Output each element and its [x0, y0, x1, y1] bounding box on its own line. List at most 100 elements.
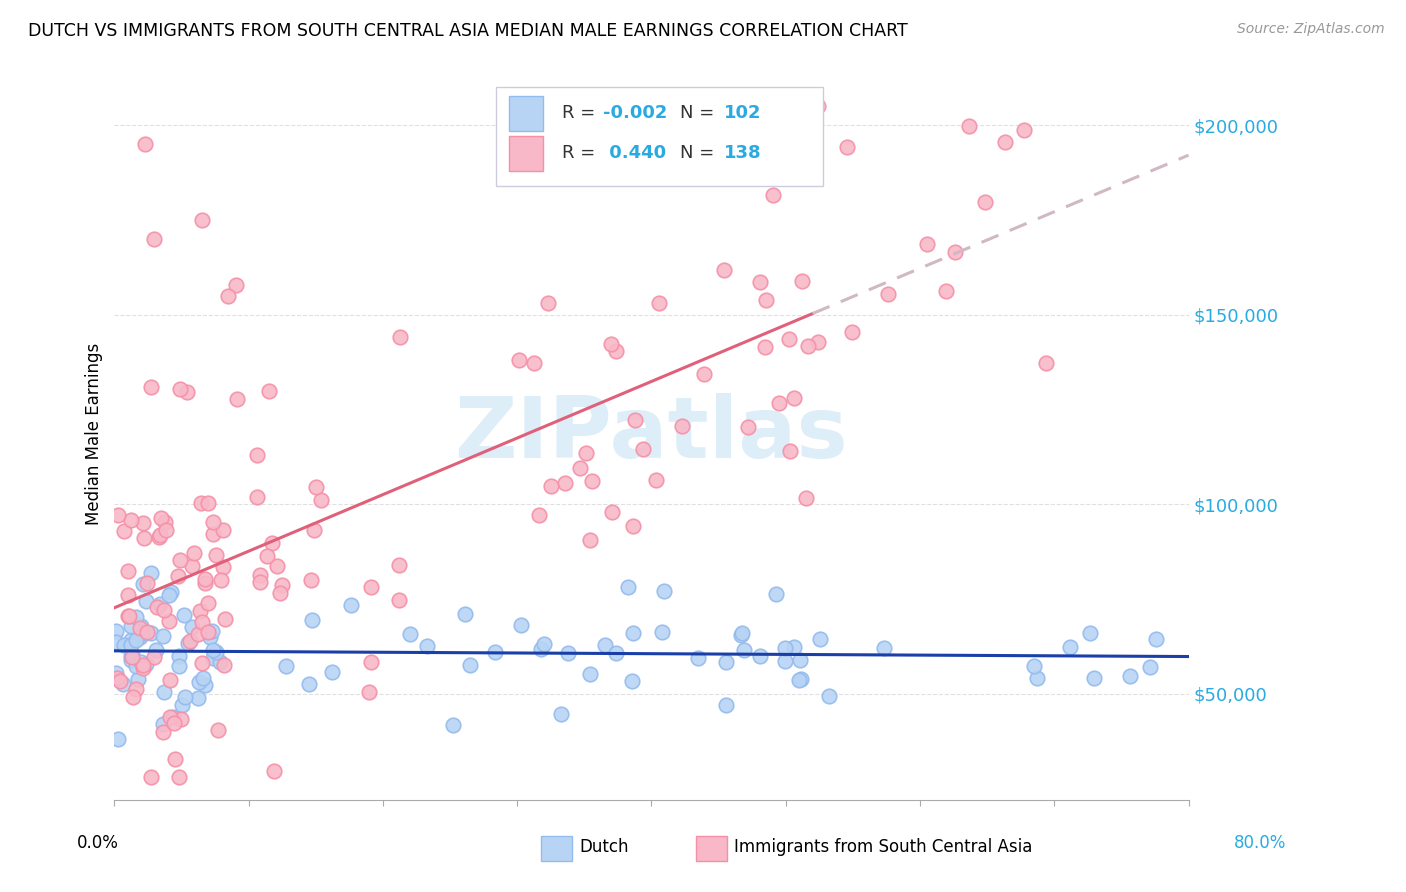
Point — [266, 559, 288, 574]
Point — [163, 752, 186, 766]
Point — [121, 649, 143, 664]
Point — [125, 658, 148, 673]
Point — [173, 690, 195, 705]
Point — [1078, 626, 1101, 640]
Point — [150, 511, 173, 525]
Point — [298, 677, 321, 691]
Point — [605, 344, 627, 359]
Point — [276, 659, 298, 673]
Point — [217, 289, 239, 303]
Point — [129, 627, 152, 641]
Point — [152, 603, 174, 617]
Point — [120, 638, 142, 652]
Point — [943, 244, 966, 259]
Point — [169, 658, 191, 673]
Point — [190, 495, 212, 509]
Point — [581, 475, 603, 489]
Point — [107, 671, 129, 685]
Point — [600, 336, 623, 351]
Point — [765, 587, 787, 601]
Point — [301, 613, 323, 627]
Point — [170, 698, 193, 713]
Point — [271, 578, 294, 592]
Point — [152, 717, 174, 731]
Text: R =: R = — [562, 104, 602, 122]
Point — [146, 599, 169, 614]
Point — [787, 673, 810, 687]
Point — [194, 572, 217, 586]
Point — [818, 689, 841, 703]
Point — [120, 619, 142, 633]
Point — [249, 568, 271, 582]
Point — [167, 770, 190, 784]
Point — [104, 666, 127, 681]
Point — [120, 653, 142, 667]
Point — [651, 625, 673, 640]
Point — [806, 99, 828, 113]
Point — [108, 674, 131, 689]
Point — [157, 588, 180, 602]
Point — [225, 392, 247, 406]
Text: DUTCH VS IMMIGRANTS FROM SOUTH CENTRAL ASIA MEDIAN MALE EARNINGS CORRELATION CHA: DUTCH VS IMMIGRANTS FROM SOUTH CENTRAL A… — [28, 22, 908, 40]
Point — [262, 536, 284, 550]
Text: 0.440: 0.440 — [603, 144, 666, 161]
Text: Immigrants from South Central Asia: Immigrants from South Central Asia — [734, 838, 1032, 856]
FancyBboxPatch shape — [496, 87, 824, 186]
Point — [134, 137, 156, 152]
Point — [187, 690, 209, 705]
Point — [263, 764, 285, 778]
Point — [776, 146, 799, 161]
Point — [935, 284, 957, 298]
Point — [112, 524, 135, 538]
Text: ZIPatlas: ZIPatlas — [454, 392, 848, 475]
Text: 80.0%: 80.0% — [1234, 834, 1286, 852]
Point — [789, 653, 811, 667]
Point — [201, 643, 224, 657]
Point — [179, 634, 201, 648]
Point — [105, 671, 128, 685]
Point — [1024, 659, 1046, 673]
Point — [149, 528, 172, 542]
Text: 102: 102 — [724, 104, 761, 122]
Point — [169, 382, 191, 396]
Point — [152, 629, 174, 643]
Point — [177, 635, 200, 649]
Point — [124, 632, 146, 647]
Point — [578, 666, 600, 681]
Point — [202, 516, 225, 530]
Point — [191, 656, 214, 670]
Point — [135, 657, 157, 671]
Point — [621, 626, 644, 640]
Point — [205, 548, 228, 562]
Point — [193, 672, 215, 686]
Text: R =: R = — [562, 144, 602, 161]
Point — [197, 496, 219, 510]
Point — [530, 642, 553, 657]
Point — [509, 617, 531, 632]
Point — [301, 573, 323, 587]
Point — [648, 296, 671, 310]
Point — [748, 275, 770, 289]
Point — [1012, 123, 1035, 137]
Point — [654, 583, 676, 598]
Point — [105, 671, 128, 685]
Point — [131, 624, 153, 639]
Point — [554, 475, 576, 490]
Point — [122, 690, 145, 704]
Point — [773, 654, 796, 668]
Text: N =: N = — [681, 144, 720, 161]
Text: N =: N = — [681, 104, 720, 122]
Point — [105, 634, 128, 648]
Point — [671, 418, 693, 433]
Point — [755, 293, 778, 307]
Point — [153, 684, 176, 698]
Point — [117, 565, 139, 579]
Point — [737, 419, 759, 434]
Point — [159, 710, 181, 724]
Point — [201, 526, 224, 541]
Point — [105, 624, 128, 639]
Point — [131, 655, 153, 669]
Point — [790, 274, 813, 288]
Point — [388, 330, 411, 344]
Point — [155, 523, 177, 537]
